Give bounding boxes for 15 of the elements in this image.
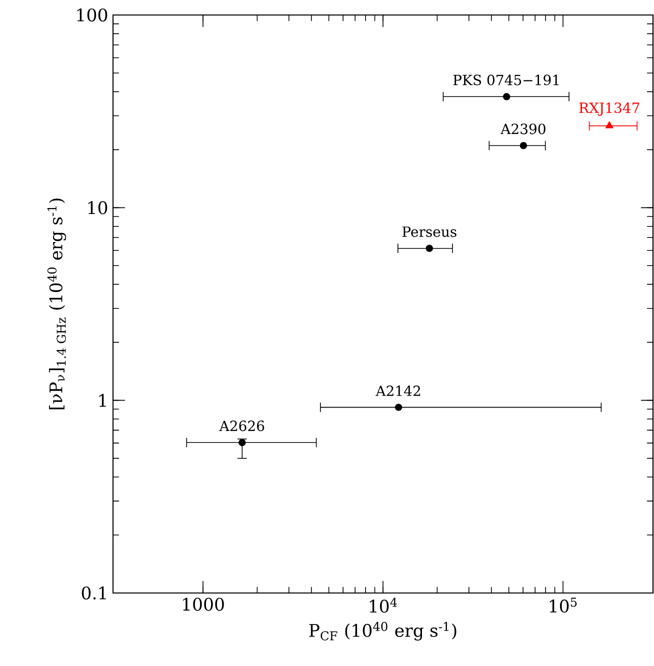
annotation: PKS 0745−191 <box>453 74 559 86</box>
annotation: A2390 <box>500 124 546 134</box>
y-tick-label: 10 <box>88 201 108 214</box>
annotation: Perseus <box>402 226 456 237</box>
text: [νP$_{ν}$]$_{1.4 GHz}$ (10$^{40}$ erg s$^{-1}$) <box>47 198 66 410</box>
series-label: RXJ1347 <box>579 102 640 116</box>
annotation: A2142 <box>376 386 420 396</box>
y-tick-label: 1 <box>99 394 106 407</box>
x-tick-label: 10$^{5}$ <box>550 598 577 613</box>
x-axis-title: P$_{CF}$ (10$^{40}$ erg s$^{-1}$) <box>309 622 456 641</box>
annotation: A2626 <box>219 420 264 432</box>
y-tick-label: 100 <box>77 8 108 22</box>
y-tick-label: 0.1 <box>82 586 106 600</box>
x-tick-label: 1000 <box>183 598 224 611</box>
x-tick-label: 10$^{4}$ <box>370 598 397 613</box>
